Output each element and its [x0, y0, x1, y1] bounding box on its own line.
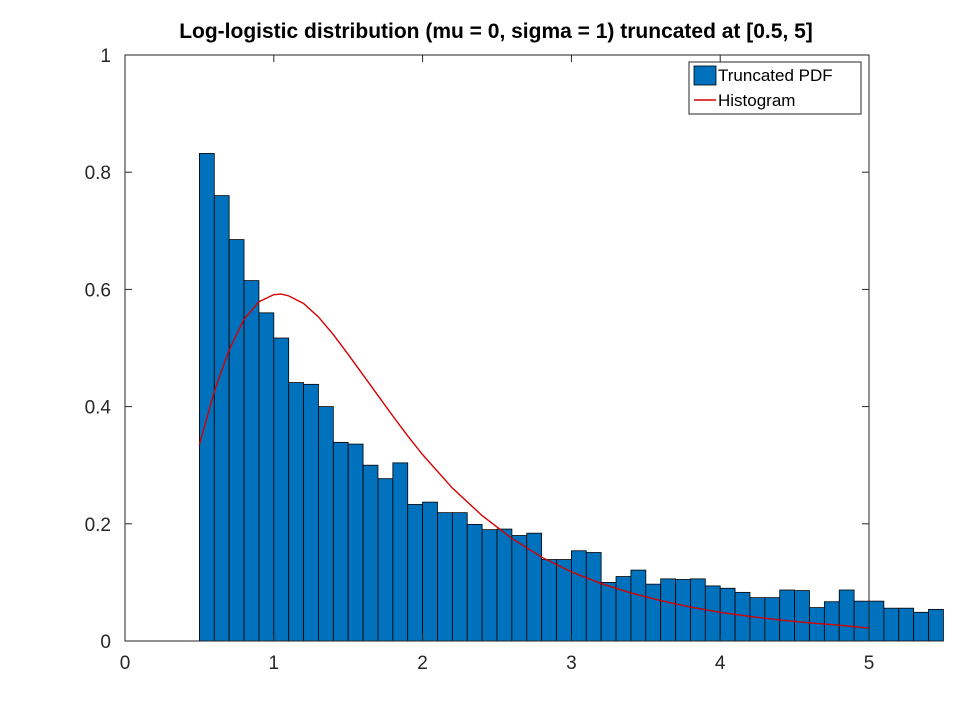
histogram-bar	[630, 569, 647, 642]
ticks-layer: 0 1 2 3 4 5 0 0.2 0.4 0.6 0.8 1	[85, 46, 875, 674]
histogram-bar	[571, 550, 587, 642]
histogram-bar	[853, 600, 870, 642]
legend-label: Histogram	[718, 91, 795, 110]
histogram-bar	[496, 528, 513, 642]
histogram-bar	[823, 601, 840, 642]
histogram-bar	[451, 512, 468, 642]
histogram-bar	[794, 590, 810, 642]
histogram-bar	[838, 589, 855, 642]
x-tick-label: 4	[715, 653, 726, 674]
histogram-bar	[600, 582, 617, 642]
histogram-bar	[556, 559, 572, 642]
histogram-bar	[318, 406, 334, 642]
legend-swatch-patch	[693, 65, 717, 86]
histogram-bar	[481, 529, 498, 642]
histogram-bar	[615, 576, 632, 642]
histogram-bar	[898, 607, 915, 642]
x-tick-label: 5	[864, 653, 875, 674]
histogram-bar	[437, 512, 453, 642]
x-tick-label: 2	[417, 653, 428, 674]
histogram-bar	[362, 464, 379, 642]
histogram-bar	[868, 600, 885, 642]
histogram-bar	[585, 552, 602, 642]
legend: Truncated PDF Histogram	[688, 61, 862, 115]
x-tick-label: 1	[269, 653, 280, 674]
histogram-bar	[407, 504, 424, 642]
histogram-bar	[258, 312, 275, 642]
histogram-bar	[392, 462, 409, 642]
histogram-bar	[288, 382, 304, 642]
histogram-bar	[511, 535, 528, 642]
histogram-bar	[779, 589, 795, 642]
histogram-bar	[422, 501, 438, 642]
histogram-bar	[660, 578, 676, 642]
x-tick-label: 3	[566, 653, 577, 674]
line-layer	[198, 293, 870, 629]
legend-box	[688, 61, 862, 115]
x-tick-label: 0	[120, 653, 131, 674]
histogram-bar	[377, 478, 394, 642]
y-tick-label: 0.6	[85, 280, 111, 301]
histogram-bar	[645, 583, 662, 642]
y-tick-label: 0.8	[85, 163, 111, 184]
pdf-curve-line	[198, 293, 870, 629]
histogram-bar	[913, 611, 929, 642]
histogram-bar	[704, 585, 721, 642]
histogram-bar	[541, 559, 557, 642]
histogram-bar	[749, 597, 766, 642]
histogram-bar	[928, 608, 944, 642]
y-tick-label: 0	[100, 632, 111, 653]
histogram-bar	[213, 195, 230, 642]
histogram-bar	[228, 239, 245, 642]
histogram-bar	[347, 443, 364, 642]
histogram-bar	[273, 337, 290, 642]
chart-title: Log-logistic distribution (mu = 0, sigma…	[179, 20, 813, 43]
histogram-bar	[883, 607, 900, 642]
legend-label: Truncated PDF	[718, 66, 833, 85]
y-tick-label: 0.4	[85, 398, 112, 419]
histogram-bar	[332, 441, 349, 642]
histogram-bar	[243, 280, 260, 642]
histogram-bar	[466, 523, 483, 642]
histogram-bar	[675, 579, 691, 642]
histogram-bar	[303, 383, 319, 642]
y-tick-label: 1	[100, 46, 111, 67]
y-tick-label: 0.2	[85, 515, 111, 536]
axes-box	[124, 54, 870, 642]
